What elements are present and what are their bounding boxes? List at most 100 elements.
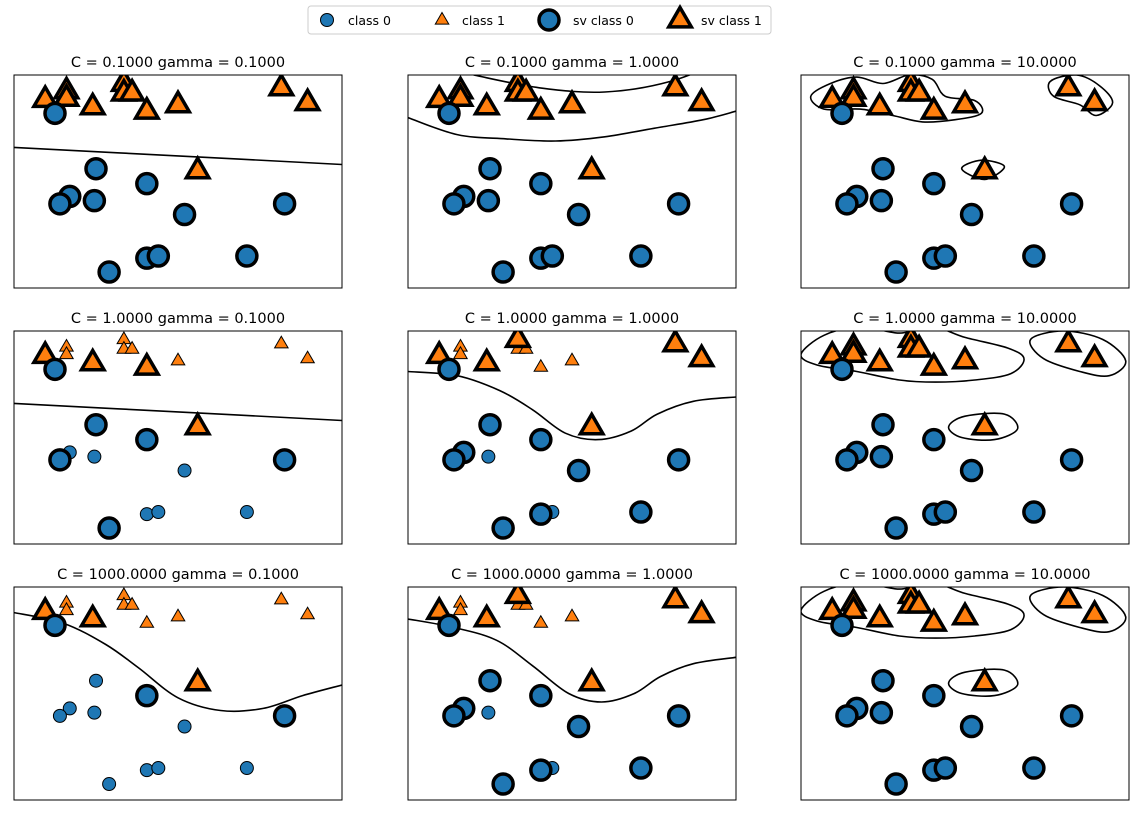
sv-class-1-point <box>1054 587 1083 609</box>
sv-class-0-point <box>922 171 946 196</box>
sv-class-0-point <box>959 714 984 739</box>
class-0-point <box>139 763 154 778</box>
class-1-point <box>124 340 140 354</box>
sv-class-0-point <box>1059 192 1084 216</box>
class-0-point <box>87 705 102 720</box>
sv-class-0-point <box>84 156 108 181</box>
sv-class-1-point <box>424 595 454 621</box>
class-1-point <box>124 596 140 610</box>
sv-class-1-point <box>839 594 868 620</box>
decision-boundary <box>947 412 1019 441</box>
sv-class-1-point <box>839 338 868 364</box>
sv-class-1-point <box>511 77 541 102</box>
sv-class-1-point <box>687 598 716 624</box>
sv-class-1-point <box>577 154 606 180</box>
decision-boundary <box>801 587 1025 639</box>
sv-class-0-point <box>529 171 553 196</box>
sv-class-0-point <box>135 171 159 196</box>
sv-class-0-point <box>437 357 461 382</box>
sv-class-0-point <box>1022 500 1046 524</box>
sv-class-0-point <box>884 260 908 284</box>
legend-label-sv-class-1: sv class 1 <box>701 13 762 28</box>
class-1-point <box>139 614 155 628</box>
legend-label-sv-class-0: sv class 0 <box>573 13 634 28</box>
sv-class-0-point <box>529 427 553 452</box>
sv-class-1-point <box>78 603 108 628</box>
sv-class-0-point <box>491 516 515 540</box>
sv-class-0-point <box>84 412 108 437</box>
subplot-title: C = 1.0000 gamma = 1.0000 <box>465 311 679 327</box>
class-1-point <box>564 608 580 622</box>
plot-area <box>801 331 1127 540</box>
sv-class-1-point <box>1080 598 1109 624</box>
sv-class-1-point <box>132 351 162 376</box>
sv-class-0-point <box>566 202 591 227</box>
plot-area <box>801 587 1127 796</box>
class-1-point <box>58 601 75 616</box>
sv-class-1-point <box>970 410 999 436</box>
decision-boundary <box>408 110 736 142</box>
axes-frame <box>407 586 737 801</box>
sv-class-0-point <box>491 260 515 284</box>
decision-boundary <box>14 146 342 166</box>
plot-area <box>14 331 342 540</box>
class-1-point <box>273 591 289 605</box>
sv-class-0-point <box>48 448 72 472</box>
sv-class-0-point <box>529 683 553 708</box>
legend-marker-sv-class-1 <box>665 4 695 29</box>
class-0-point <box>139 507 154 522</box>
sv-class-0-point <box>48 192 72 216</box>
sv-class-1-point <box>577 410 606 436</box>
sv-class-1-point <box>30 595 60 621</box>
sv-class-0-point <box>172 202 197 227</box>
plot-area <box>408 75 736 284</box>
subplot-9: C = 1000.0000 gamma = 10.0000 <box>800 567 1130 801</box>
subplot-title: C = 1.0000 gamma = 10.0000 <box>853 311 1076 327</box>
sv-class-0-point <box>529 758 553 782</box>
class-1-point <box>170 352 186 366</box>
sv-class-1-point <box>472 603 502 628</box>
decision-boundary <box>408 618 736 703</box>
class-0-point <box>239 761 254 776</box>
sv-class-0-point <box>830 101 854 126</box>
sv-class-0-point <box>922 427 946 452</box>
class-0-point <box>62 701 77 716</box>
sv-class-1-point <box>970 154 999 180</box>
sv-class-0-point <box>933 756 958 780</box>
class-1-point <box>452 601 469 616</box>
sv-class-1-point <box>557 88 587 114</box>
axes-frame <box>800 330 1130 545</box>
sv-class-0-point <box>272 704 297 728</box>
subplot-title: C = 1000.0000 gamma = 0.1000 <box>57 567 299 583</box>
subplot-8: C = 1000.0000 gamma = 1.0000 <box>407 567 737 801</box>
sv-class-1-point <box>503 587 533 605</box>
legend-marker-class-0 <box>320 13 334 27</box>
sv-class-1-point <box>293 86 322 112</box>
sv-class-1-point <box>865 347 895 372</box>
sv-class-0-point <box>959 202 984 227</box>
class-0-point <box>177 719 192 734</box>
sv-class-0-point <box>922 683 946 708</box>
sv-class-1-point <box>950 600 980 626</box>
subplot-title: C = 0.1000 gamma = 1.0000 <box>465 55 679 71</box>
sv-class-1-point <box>78 91 108 116</box>
sv-class-1-point <box>687 86 716 112</box>
sv-class-0-point <box>272 448 297 472</box>
sv-class-1-point <box>577 666 606 692</box>
sv-class-0-point <box>97 516 121 540</box>
legend-label-class-0: class 0 <box>348 13 391 28</box>
sv-class-1-point <box>904 589 934 614</box>
sv-class-1-point <box>446 82 475 108</box>
sv-class-0-point <box>478 156 502 181</box>
plot-area <box>408 587 736 796</box>
sv-class-0-point <box>540 244 565 268</box>
sv-class-0-point <box>830 357 854 382</box>
subplot-title: C = 0.1000 gamma = 10.0000 <box>853 55 1076 71</box>
sv-class-1-point <box>52 82 81 108</box>
decision-boundary <box>947 668 1019 697</box>
sv-class-0-point <box>830 613 854 638</box>
axes-frame <box>407 74 737 289</box>
sv-class-0-point <box>629 244 653 268</box>
sv-class-1-point <box>919 351 949 376</box>
sv-class-0-point <box>82 188 107 213</box>
